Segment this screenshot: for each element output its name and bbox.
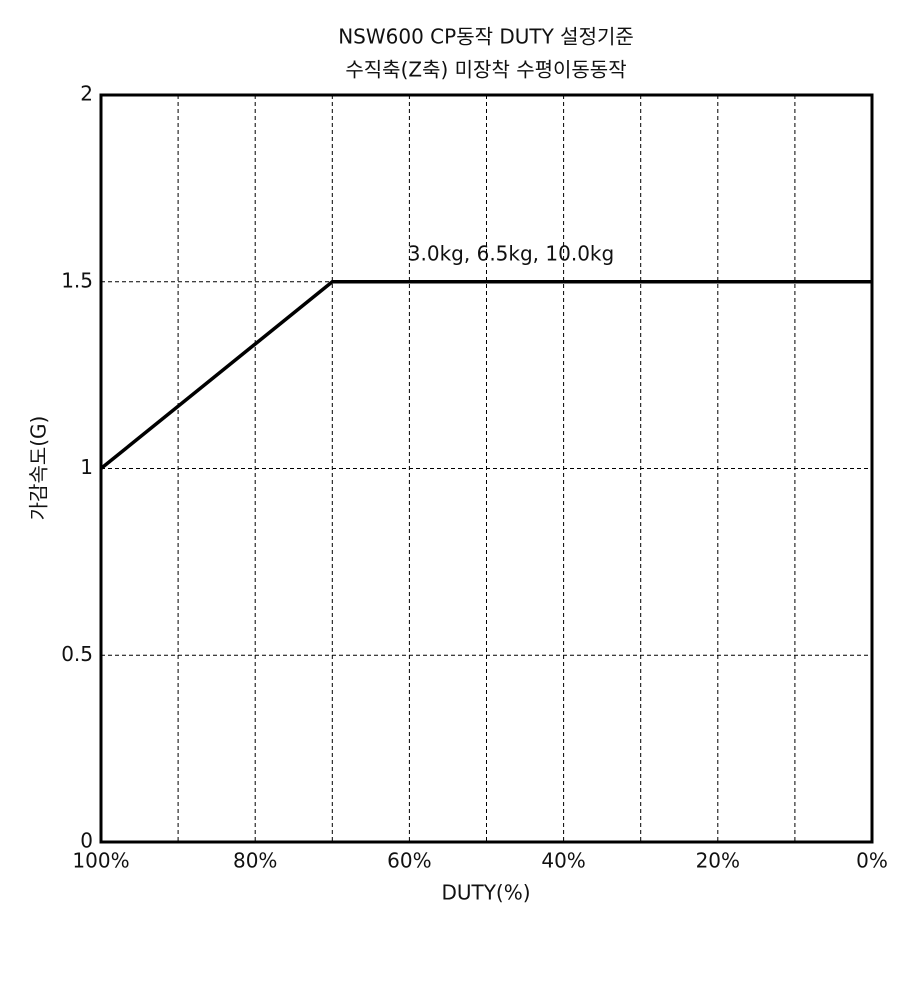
x-tick-label: 40% [541,849,585,873]
y-axis-label: 가감속도(G) [27,416,51,521]
y-tick-label: 0 [80,829,93,853]
y-tick-label: 2 [80,82,93,106]
x-tick-label: 0% [856,849,888,873]
chart-title: NSW600 CP동작 DUTY 설정기준 [338,25,634,49]
y-tick-label: 0.5 [61,642,93,666]
y-tick-label: 1 [80,455,93,479]
data-line [99,280,872,470]
x-tick-label: 20% [696,849,740,873]
x-tick-label: 80% [233,849,277,873]
x-tick-label: 100% [72,849,129,873]
annotation: 3.0kg, 6.5kg, 10.0kg [408,242,614,266]
x-tick-label: 60% [387,849,431,873]
y-tick-label: 1.5 [61,268,93,292]
x-axis-label: DUTY(%) [441,881,530,905]
chart-subtitle: 수직축(Z축) 미장착 수평이동동작 [345,58,626,82]
